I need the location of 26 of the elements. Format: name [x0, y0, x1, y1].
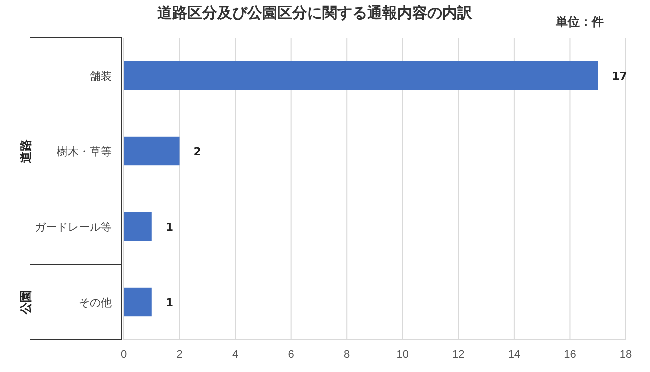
- y-tick-label: 舗装: [90, 70, 112, 83]
- y-tick-label: 樹木・草等: [57, 145, 112, 158]
- data-label: 1: [166, 220, 174, 234]
- text: 道路: [19, 138, 33, 164]
- x-tick-label: 4: [232, 348, 239, 361]
- x-tick-label: 8: [344, 348, 350, 361]
- bar: [124, 136, 180, 166]
- x-tick-label: 2: [176, 348, 183, 361]
- x-tick-label: 18: [620, 348, 632, 361]
- text: 単位：件: [555, 15, 604, 29]
- x-tick-label: 0: [120, 348, 128, 361]
- chart-title: 道路区分及び公園区分に関する通報内容の内訳: [158, 4, 474, 22]
- bar: [124, 61, 598, 90]
- text: 公園: [19, 290, 33, 316]
- x-tick-label: 12: [452, 348, 465, 361]
- data-label: 17: [612, 70, 628, 83]
- y-tick-label: ガードレール等: [35, 220, 112, 234]
- x-tick-label: 6: [288, 348, 294, 361]
- x-tick-label: 14: [508, 348, 521, 361]
- y-tick-label: その他: [79, 296, 112, 310]
- x-tick-label: 16: [564, 348, 576, 361]
- data-label: 1: [166, 296, 174, 310]
- bar: [124, 212, 152, 242]
- x-tick-label: 10: [396, 348, 410, 361]
- bar: [124, 288, 152, 317]
- data-label: 2: [194, 145, 202, 158]
